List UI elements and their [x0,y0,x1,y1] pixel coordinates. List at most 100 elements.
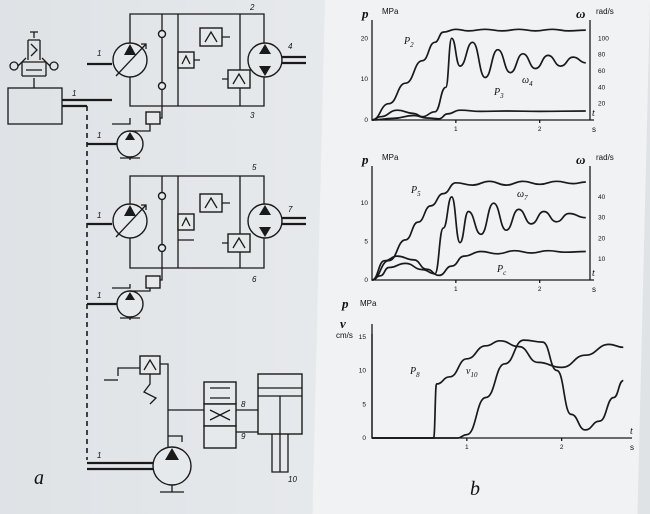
node-label-6: 6 [252,275,257,284]
node-label-9: 9 [241,432,246,441]
chart-1-right-symbol: ω [576,6,585,21]
relief-valve-2b [227,233,251,253]
circuit-1-lines [129,13,265,107]
chart-1-right-tick-2: 60 [598,68,606,75]
charge-relief-1 [145,111,161,125]
charge-pump-2-tank [120,317,140,320]
node-label-4: 4 [288,42,293,51]
chart-2-left-tick-0: 10 [361,200,369,207]
chart-2-left-tick-2: 0 [364,277,368,284]
series-pc [371,249,586,281]
spring-gauge [27,39,41,60]
chart-1-left-symbol: p [361,6,369,21]
node-label-10: 10 [288,475,297,484]
chart-3-right-tick-0: 15 [359,334,367,341]
relief-valve-1b [227,69,251,89]
series-label-pc: Pc [496,264,507,277]
chart-2-right-tick-2: 20 [598,235,606,242]
series-omega7 [371,196,586,281]
pump-1-variable-arrow [115,43,147,77]
chart-2-x-tick-1: 2 [538,286,542,293]
chart-3-x-tick-0: 1 [465,444,469,451]
engine-box [7,87,63,125]
gauge-linkage [17,31,51,67]
chart-2-left-unit: MPa [382,153,399,162]
panel-label-a: a [34,467,44,489]
check-valve-2 [177,213,195,231]
pump-2-arrow [124,205,136,216]
node-label-2: 2 [249,3,255,12]
circuit-2-branches [161,176,241,268]
directional-valve-ports [168,409,258,442]
chart-1-right-tick-3: 40 [598,84,606,91]
chart-3-x-unit: s [630,443,634,452]
panel-label-b: b [470,478,480,500]
circuit-2-lines [129,175,265,269]
hydraulic-schematic: 1 1 1 1 1 1 2 3 4 5 6 7 8 9 10 a [7,3,306,493]
port-label-1f: 1 [97,451,101,460]
chart-2-right-tick-1: 30 [598,215,606,222]
relief-valve-2a [199,193,223,213]
coupling-symbol [21,61,47,88]
chart-2-right-tick-0: 40 [598,194,606,201]
chart-1-left-tick-0: 20 [361,35,369,42]
check-ball-1b [157,81,167,91]
chart-1-x-tick-0: 1 [454,126,458,133]
port-label-1b: 1 [72,89,76,98]
node-label-8: 8 [241,400,246,409]
chart-1-axes [371,20,594,121]
series-p8 [371,339,624,439]
series-label-omega4: ω4 [522,75,533,88]
chart-1-right-tick-0: 100 [598,35,609,42]
chart-3-x-symbol: t [630,426,633,437]
series-p5 [371,180,586,281]
chart-3-right-unit: cm/s [336,331,353,340]
chart-3-left-symbol: p [341,296,349,311]
circuit-one [87,13,306,160]
chart-2-left-symbol: p [361,152,369,167]
chart-1-x-tick-1: 2 [538,126,542,133]
relief-valve-3 [139,355,161,375]
port-label-1a: 1 [97,49,101,58]
motor-2-shaft [282,216,306,226]
charge-line-1 [112,118,131,125]
chart-3-x-tick-1: 2 [560,444,564,451]
check-valve-1 [177,51,195,69]
pump-2-variable-arrow [115,204,147,238]
motor-1-shaft [282,55,306,65]
chart-3-left-unit: MPa [360,299,377,308]
chart-3-right-symbol: v [340,316,346,331]
series-label-v10: v10 [466,366,478,379]
engine-block [7,31,63,125]
drive-shaft-input [62,98,112,108]
chart-1-right-tick-1: 80 [598,52,606,59]
node-label-3: 3 [250,111,255,120]
check-valve-1-marks [181,54,200,65]
chart-3-right-tick-2: 5 [362,401,366,408]
chart-1-x-unit: s [592,125,596,134]
chart-2-right-tick-3: 10 [598,256,606,263]
gauge-knob-left [9,61,19,71]
series-label-p8: P8 [409,366,420,379]
chart-3-right-tick-3: 0 [362,435,366,442]
chart-2-right-symbol: ω [576,152,585,167]
main-pump-3-arrow [165,448,179,460]
series-p3 [371,109,586,121]
series-label-omega7: ω7 [517,189,528,202]
check-valve-2-marks [178,216,194,241]
directional-valve-arrows [209,387,231,421]
motor-1-arrows [259,44,271,76]
cylinder-piston-rod [258,387,302,473]
relief-valve-3-spring [143,358,158,405]
relief-valve-2b-spring [222,236,246,249]
chart-3-right-tick-1: 10 [359,368,367,375]
chart-3: p MPa vcm/s 15 10 5 0 1 2 ts P8 v10 [336,296,634,452]
port-label-1e: 1 [97,291,101,300]
charge-pump-2-arrow [125,292,135,300]
relief-valve-2a-spring [204,196,230,209]
check-ball-2a [157,191,167,201]
